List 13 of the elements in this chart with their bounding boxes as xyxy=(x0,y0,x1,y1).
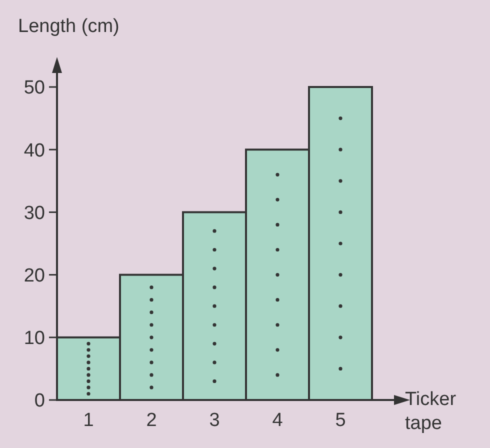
x-tick-label: 2 xyxy=(146,410,157,431)
y-tick-label: 0 xyxy=(34,390,45,412)
y-tick-label: 10 xyxy=(24,328,45,350)
x-axis-title: Ticker tape xyxy=(405,389,457,434)
y-tick-label: 40 xyxy=(24,140,45,162)
y-axis-title: Length (cm) xyxy=(18,16,120,37)
y-tick-label: 20 xyxy=(24,265,45,286)
x-tick-label: 5 xyxy=(335,410,346,431)
x-tick-label: 1 xyxy=(83,410,94,431)
x-tick-label: 3 xyxy=(209,410,220,431)
x-tick-label: 4 xyxy=(272,410,284,431)
y-tick-label: 30 xyxy=(24,202,45,224)
y-tick-label: 50 xyxy=(24,78,45,99)
